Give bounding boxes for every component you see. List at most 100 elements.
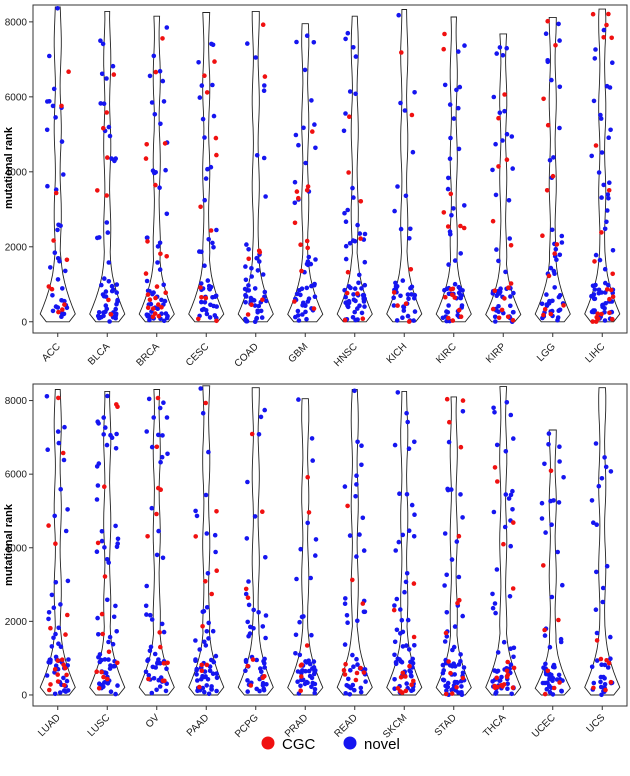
cgc-point	[99, 611, 105, 617]
cgc-point	[46, 523, 51, 528]
cgc-point	[160, 36, 165, 41]
novel-point	[46, 659, 51, 665]
cgc-point	[260, 22, 266, 28]
novel-point	[294, 576, 299, 582]
novel-point	[446, 175, 451, 181]
novel-point	[249, 274, 254, 279]
cgc-point	[495, 479, 500, 484]
novel-point	[602, 266, 608, 272]
novel-point	[398, 100, 403, 106]
novel-point	[405, 313, 411, 319]
novel-point	[106, 560, 111, 565]
novel-point	[96, 632, 101, 637]
novel-point	[163, 688, 169, 694]
novel-point	[606, 196, 611, 201]
novel-point	[245, 678, 250, 683]
y-axis-title: mutational rank	[3, 503, 15, 586]
cgc-point	[299, 662, 305, 667]
novel-point	[303, 659, 308, 664]
novel-point	[51, 635, 56, 641]
novel-point	[454, 87, 459, 93]
novel-point	[263, 298, 269, 304]
novel-point	[312, 294, 318, 300]
cgc-point	[66, 69, 71, 74]
novel-point	[406, 296, 411, 302]
cgc-point	[554, 242, 560, 247]
novel-point	[301, 125, 306, 131]
novel-point	[144, 312, 150, 318]
novel-point	[405, 292, 411, 297]
novel-point	[363, 679, 368, 684]
cgc-point	[61, 662, 66, 667]
novel-point	[313, 537, 319, 542]
cgc-point	[246, 256, 251, 262]
novel-point	[195, 678, 200, 683]
novel-point	[408, 673, 414, 679]
cgc-point	[260, 675, 266, 680]
novel-point	[211, 113, 217, 119]
cgc-point	[52, 667, 58, 672]
novel-point	[398, 226, 404, 232]
novel-point	[101, 101, 107, 106]
novel-point	[440, 670, 446, 676]
novel-point	[459, 684, 464, 689]
cgc-point	[458, 223, 463, 229]
novel-point	[403, 193, 409, 199]
novel-point	[249, 266, 254, 271]
novel-point	[53, 304, 59, 309]
y-tick-label: 0	[21, 317, 27, 328]
cgc-point	[310, 129, 315, 134]
novel-point	[362, 609, 368, 615]
novel-point	[539, 500, 545, 506]
cgc-point	[153, 182, 158, 188]
novel-point	[509, 134, 515, 139]
novel-point	[252, 514, 258, 519]
novel-point	[261, 155, 267, 161]
novel-point	[355, 662, 360, 667]
novel-point	[300, 312, 305, 317]
novel-point	[94, 549, 100, 554]
cgc-point	[158, 251, 163, 257]
novel-point	[590, 283, 596, 289]
cgc-point	[104, 193, 109, 198]
novel-point	[448, 135, 453, 141]
novel-point	[600, 599, 606, 605]
novel-point	[607, 180, 612, 185]
novel-point	[357, 303, 362, 309]
novel-point	[312, 687, 318, 692]
cgc-point	[55, 679, 61, 684]
novel-point	[542, 461, 547, 467]
cgc-point	[606, 188, 612, 193]
legend-cgc-label: CGC	[282, 736, 316, 753]
y-tick-label: 6000	[5, 470, 28, 481]
novel-point	[404, 681, 410, 686]
cgc-point	[47, 687, 52, 693]
novel-point	[204, 629, 210, 634]
x-tick-label: HNSC	[332, 341, 360, 369]
novel-point	[302, 67, 308, 73]
novel-point	[398, 607, 403, 612]
novel-point	[343, 219, 349, 224]
novel-point	[342, 484, 348, 489]
novel-point	[157, 267, 163, 272]
novel-point	[610, 248, 616, 253]
cgc-point	[114, 402, 119, 407]
cgc-point	[490, 306, 496, 312]
novel-point	[53, 663, 59, 668]
novel-point	[210, 671, 216, 676]
novel-point	[257, 259, 262, 264]
novel-point	[207, 286, 212, 291]
novel-point	[160, 555, 166, 561]
novel-point	[297, 652, 303, 658]
cgc-point	[343, 661, 348, 667]
novel-point	[357, 272, 362, 278]
novel-point	[306, 254, 312, 260]
novel-point	[63, 528, 69, 534]
novel-point	[199, 83, 205, 88]
novel-point	[452, 281, 458, 287]
novel-point	[508, 543, 513, 549]
cgc-point	[591, 685, 596, 691]
novel-point	[95, 313, 101, 319]
novel-point	[300, 668, 305, 673]
cgc-point	[553, 43, 558, 48]
